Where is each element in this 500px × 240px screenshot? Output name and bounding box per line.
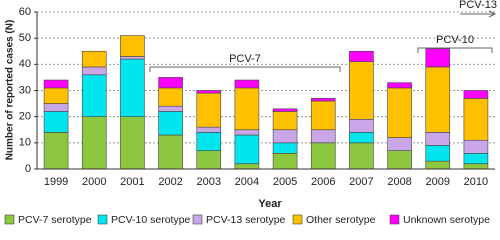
bar-segment	[272, 153, 298, 170]
annotation: PCV-7	[229, 53, 261, 65]
bar-segment	[234, 79, 260, 89]
y-tick-label: 10	[19, 137, 31, 149]
bar-segment	[43, 103, 69, 112]
bracket	[417, 47, 493, 53]
bar-segment	[158, 105, 183, 112]
x-tick-label: 2001	[120, 176, 144, 188]
bar-segment	[196, 92, 222, 128]
bar-segment	[463, 163, 489, 170]
bar-segment	[310, 98, 336, 102]
bar-segment	[425, 132, 451, 146]
y-tick-label: 60	[19, 6, 31, 18]
legend-label: PCV-13 serotype	[206, 214, 286, 226]
bar-segment	[120, 56, 145, 60]
bar-segment	[272, 111, 298, 131]
bar-segment	[234, 129, 260, 136]
x-tick-label: 2003	[197, 176, 221, 188]
bar-segment	[158, 77, 183, 89]
bar-segment	[310, 100, 336, 131]
bar-segment	[81, 66, 107, 76]
bar-segment	[463, 98, 489, 141]
bar-segment	[349, 118, 374, 133]
x-tick-label: 2004	[235, 176, 259, 188]
y-axis-label: Number of reported cases (N)	[5, 20, 16, 161]
bar-segment	[158, 134, 183, 170]
legend-swatch	[97, 214, 108, 225]
bar-segment	[43, 79, 69, 89]
bar-segment	[158, 87, 183, 107]
legend-swatch	[389, 214, 400, 225]
y-tick-label: 0	[25, 163, 31, 175]
bar-segment	[196, 90, 222, 94]
legend-label: PCV-10 serotype	[111, 214, 191, 226]
x-tick-label: 2000	[82, 176, 106, 188]
legend-label: Unknown serotype	[403, 214, 490, 226]
x-tick-label: 2006	[311, 176, 335, 188]
bar-segment	[272, 142, 298, 154]
y-tick-label: 30	[19, 84, 31, 96]
bar-segment	[158, 111, 183, 136]
bar-segment	[349, 61, 374, 120]
bar-segment	[234, 134, 260, 165]
legend-swatch	[192, 214, 203, 225]
bar-segment	[234, 163, 260, 170]
legend-label: Other serotype	[306, 214, 376, 226]
bar-segment	[425, 160, 451, 170]
x-tick-label: 1999	[44, 176, 68, 188]
bar-segment	[43, 111, 69, 133]
bar-segment	[81, 116, 107, 170]
bar-segment	[196, 132, 222, 151]
bar-segment	[196, 126, 222, 133]
arrow-head	[488, 10, 497, 18]
bar-segment	[463, 90, 489, 99]
x-tick-label: 2007	[349, 176, 373, 188]
bar-segment	[425, 66, 451, 133]
bar-segment	[425, 48, 451, 68]
bar-segment	[234, 87, 260, 131]
y-tick-label: 40	[19, 58, 31, 70]
bar-segment	[387, 150, 412, 170]
y-tick-label: 50	[19, 32, 31, 44]
legend-swatch	[4, 214, 15, 225]
annotation: PCV-10	[436, 34, 474, 46]
bar-segment	[349, 142, 374, 170]
bracket	[149, 66, 341, 72]
bar-segment	[463, 153, 489, 165]
bar-segment	[310, 129, 336, 144]
bar-segment	[120, 35, 145, 57]
bar-segment	[272, 129, 298, 144]
bar-segment	[81, 74, 107, 117]
x-tick-label: 2008	[387, 176, 411, 188]
bar-segment	[120, 58, 145, 117]
bar-segment	[43, 132, 69, 170]
bar-segment	[349, 132, 374, 144]
bar-segment	[387, 82, 412, 89]
x-tick-label: 2002	[158, 176, 182, 188]
x-tick-label: 2009	[426, 176, 450, 188]
bar-segment	[463, 139, 489, 154]
bar-segment	[81, 50, 107, 68]
legend-label: PCV-7 serotype	[18, 214, 92, 226]
annotation: PCV-13	[459, 0, 497, 11]
x-tick-label: 2010	[464, 176, 488, 188]
bar-segment	[120, 116, 145, 170]
bar-segment	[310, 142, 336, 170]
x-tick-label: 2005	[273, 176, 297, 188]
bar-segment	[387, 87, 412, 138]
bar-segment	[43, 87, 69, 104]
chart: Year Number of reported cases (N) 0 10 20 3…	[4, 0, 497, 226]
bar-segment	[349, 50, 374, 63]
y-tick-label: 20	[19, 111, 31, 123]
bar-segment	[196, 150, 222, 170]
bar-segment	[387, 137, 412, 151]
bar-segment	[425, 145, 451, 162]
legend-swatch	[292, 214, 303, 225]
bar-segment	[272, 108, 298, 112]
x-axis-label: Year	[258, 198, 282, 210]
